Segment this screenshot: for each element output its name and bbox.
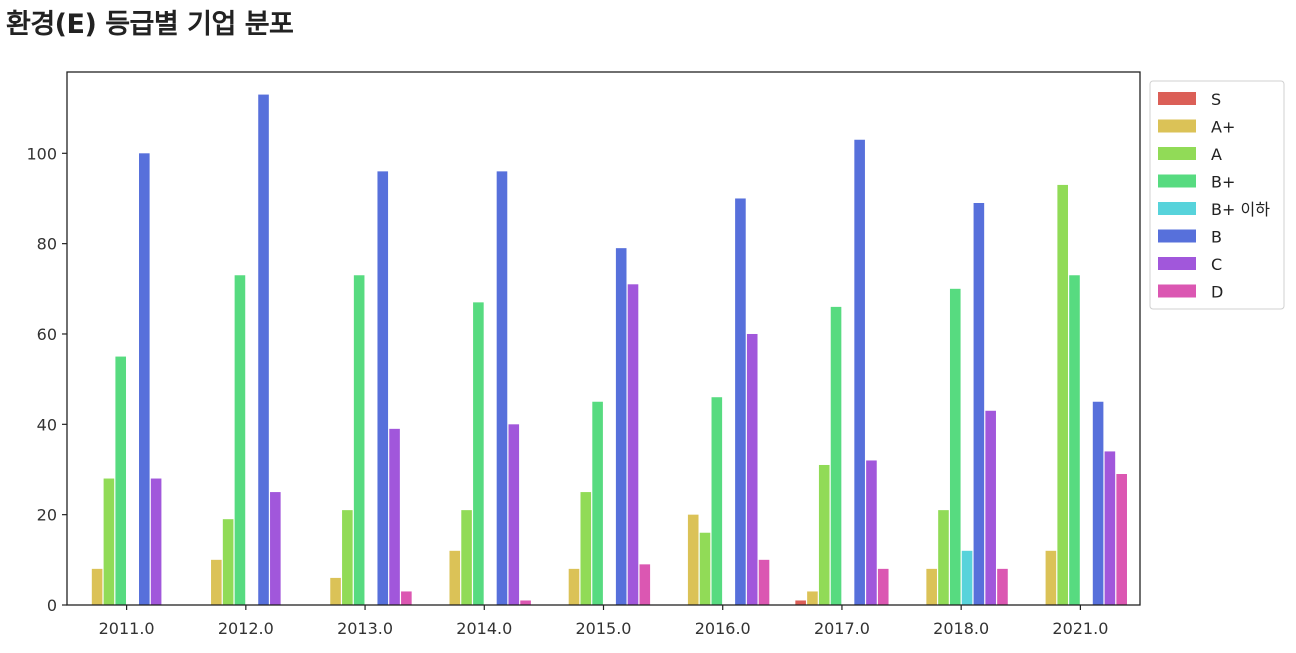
legend-swatch — [1158, 257, 1196, 270]
bar — [115, 356, 127, 605]
bar — [818, 464, 830, 605]
bar — [615, 248, 627, 605]
bar — [926, 568, 937, 605]
bar — [687, 514, 699, 605]
bar — [222, 519, 234, 605]
bar — [461, 510, 472, 605]
bar — [985, 410, 996, 605]
bar — [961, 550, 973, 605]
y-axis: 0 20 40 60 80 100 — [26, 144, 67, 615]
y-tick-label: 80 — [37, 235, 57, 254]
legend-label: B+ 이하 — [1211, 200, 1270, 219]
x-tick-label: 2012.0 — [218, 619, 274, 638]
x-tick-label: 2011.0 — [99, 619, 155, 638]
bar — [211, 559, 222, 605]
x-tick-label: 2014.0 — [456, 619, 512, 638]
bar — [1116, 474, 1127, 605]
bar — [520, 600, 531, 605]
legend-label: B+ — [1211, 173, 1235, 192]
y-tick-label: 40 — [37, 415, 57, 434]
bar — [449, 550, 461, 605]
bar — [877, 568, 889, 605]
bar — [699, 532, 711, 605]
legend-swatch — [1158, 92, 1196, 105]
bar — [997, 568, 1008, 605]
bar — [330, 577, 341, 605]
bar — [1045, 550, 1057, 605]
bar — [795, 600, 806, 605]
bar — [342, 510, 353, 605]
legend-label: S — [1211, 90, 1221, 109]
bar — [568, 568, 580, 605]
x-tick-label: 2013.0 — [337, 619, 393, 638]
legend-swatch — [1158, 229, 1196, 243]
bar — [973, 202, 985, 606]
bar — [496, 171, 508, 605]
bar — [234, 275, 246, 605]
bar — [1104, 451, 1116, 605]
bar — [389, 428, 400, 605]
bar — [746, 333, 758, 605]
legend-swatch — [1158, 119, 1196, 133]
x-tick-label: 2015.0 — [576, 619, 632, 638]
bar — [938, 510, 949, 605]
bar — [830, 306, 842, 605]
chart-title: 환경(E) 등급별 기업 분포 — [6, 9, 294, 40]
bar — [1057, 184, 1068, 606]
bar — [473, 302, 484, 605]
bar — [353, 275, 365, 605]
x-tick-label: 2017.0 — [814, 619, 870, 638]
bar — [150, 478, 162, 605]
x-tick-label: 2016.0 — [695, 619, 751, 638]
bar — [735, 198, 746, 605]
bar — [103, 478, 115, 605]
bar — [854, 139, 865, 605]
bar — [377, 171, 389, 605]
bar — [580, 492, 592, 605]
legend-swatch — [1158, 284, 1196, 298]
y-tick-label: 100 — [26, 144, 57, 163]
bar — [639, 564, 651, 605]
y-tick-label: 20 — [37, 506, 57, 525]
bar — [1069, 275, 1080, 605]
bars-group — [91, 94, 1127, 606]
bar — [711, 397, 723, 605]
bar — [1092, 401, 1104, 605]
x-tick-label: 2018.0 — [933, 619, 989, 638]
x-axis: 2011.0 2012.0 2013.0 2014.0 2015.0 2016.0 2017… — [99, 605, 1108, 638]
bar — [627, 284, 639, 605]
y-tick-label: 60 — [37, 325, 57, 344]
bar — [258, 94, 269, 605]
legend-swatch — [1158, 147, 1196, 160]
legend-box — [1149, 80, 1285, 310]
bar — [401, 591, 412, 605]
legend[interactable]: S A+ A B+ B+ 이하 BCD — [1149, 80, 1285, 310]
legend-label: C — [1211, 255, 1222, 274]
y-tick-label: 0 — [47, 596, 57, 615]
bar — [508, 424, 520, 605]
bar — [592, 401, 603, 605]
bar — [139, 153, 150, 605]
legend-swatch — [1158, 174, 1196, 188]
bar — [758, 559, 770, 605]
legend-label: A+ — [1211, 118, 1235, 137]
bar — [91, 568, 103, 605]
bar — [866, 460, 877, 605]
legend-swatch — [1158, 202, 1196, 215]
bar — [270, 492, 281, 605]
legend-label: D — [1211, 283, 1223, 302]
bar — [949, 288, 961, 605]
bar — [807, 591, 818, 605]
x-tick-label: 2021.0 — [1052, 619, 1108, 638]
legend-label: B — [1211, 228, 1222, 247]
legend-label: A — [1211, 145, 1222, 164]
